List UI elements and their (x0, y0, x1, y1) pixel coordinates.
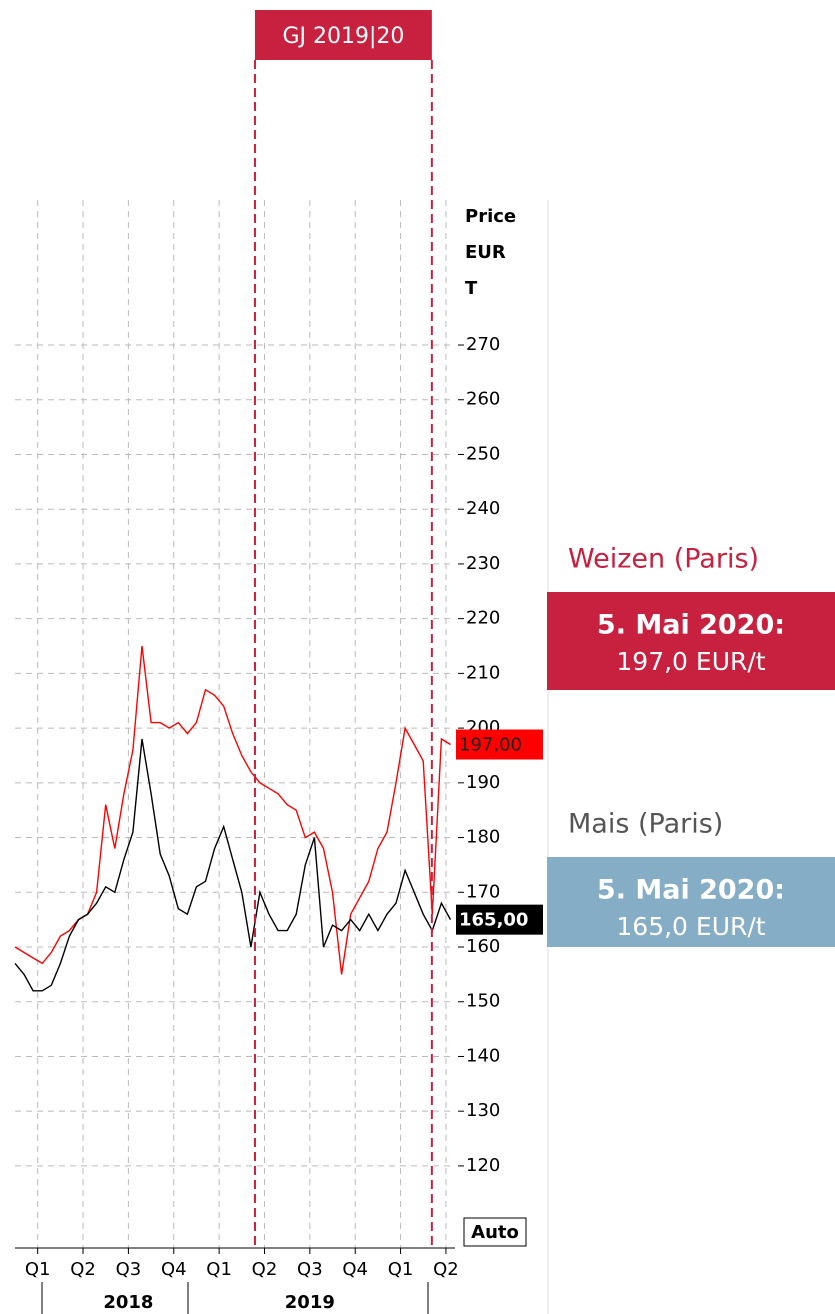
last-value-label: 197,00 (459, 735, 522, 756)
legend-value: 165,0 EUR/t (616, 912, 765, 941)
y-tick-label: 220 (466, 608, 500, 629)
x-tick-label: Q2 (252, 1259, 278, 1280)
x-tick-label: Q4 (342, 1259, 368, 1280)
x-tick-label: Q1 (206, 1259, 232, 1280)
y-tick-label: 120 (466, 1155, 500, 1176)
y-axis-label: T (465, 278, 478, 299)
series-line (14, 645, 451, 975)
x-group-label: 2019 (285, 1292, 335, 1313)
legend-name: Mais (Paris) (568, 809, 723, 840)
series-line (14, 738, 452, 992)
legend-box (547, 857, 835, 947)
period-label: GJ 2019|20 (282, 24, 404, 49)
y-axis-label: EUR (465, 242, 506, 263)
x-tick-label: Q2 (433, 1259, 459, 1280)
last-value-label: 165,00 (459, 910, 528, 931)
y-tick-label: 260 (466, 389, 500, 410)
y-tick-label: 130 (466, 1100, 500, 1121)
y-axis-label: Price (465, 206, 516, 227)
x-tick-label: Q1 (25, 1259, 51, 1280)
legend-name: Weizen (Paris) (568, 544, 759, 575)
legend-box (547, 592, 835, 690)
legend-date: 5. Mai 2020: (597, 875, 785, 906)
x-tick-label: Q3 (116, 1259, 142, 1280)
x-tick-label: Q2 (70, 1259, 96, 1280)
y-tick-label: 180 (466, 827, 500, 848)
y-tick-label: 250 (466, 443, 500, 464)
x-tick-label: Q4 (161, 1259, 187, 1280)
scale-mode: Auto (471, 1222, 519, 1243)
scale-mode-box (463, 1217, 527, 1247)
y-tick-label: 240 (466, 498, 500, 519)
y-tick-label: 210 (466, 662, 500, 683)
last-value-box (456, 729, 543, 760)
y-tick-label: 190 (466, 772, 500, 793)
y-tick-label: 150 (466, 991, 500, 1012)
x-group-label: 2018 (103, 1292, 153, 1313)
y-tick-label: 230 (466, 553, 500, 574)
x-tick-label: Q1 (388, 1259, 414, 1280)
x-tick-label: Q3 (297, 1259, 323, 1280)
y-tick-label: 270 (466, 334, 500, 355)
legend-value: 197,0 EUR/t (616, 647, 765, 676)
last-value-box (456, 904, 543, 935)
y-tick-label: 160 (466, 936, 500, 957)
period-box (254, 10, 432, 60)
legend-date: 5. Mai 2020: (597, 610, 785, 641)
y-tick-label: 140 (466, 1045, 500, 1066)
y-tick-label: 170 (466, 881, 500, 902)
